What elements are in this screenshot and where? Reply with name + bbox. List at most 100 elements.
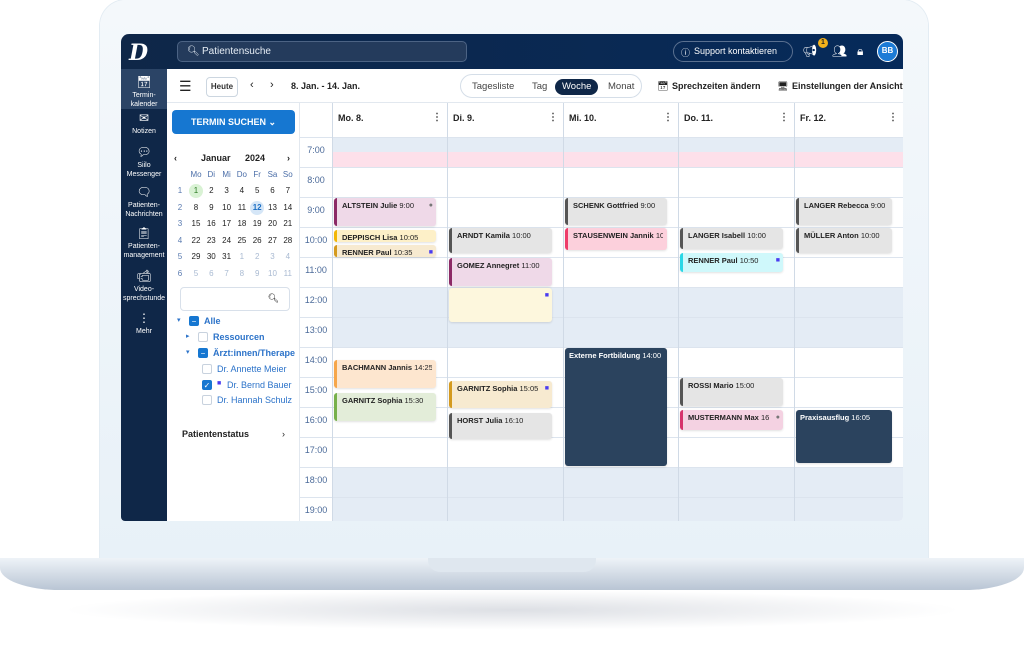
appointment[interactable]: ROSSI Mario 15:00 xyxy=(680,378,783,406)
appointment[interactable]: ARNDT Kamila 10:00 xyxy=(449,228,552,253)
day-cell[interactable]: 11 xyxy=(237,202,247,212)
expand-arrow-icon[interactable]: ▾ xyxy=(177,317,181,324)
day-cell[interactable]: 1 xyxy=(189,184,203,198)
expand-arrow-icon[interactable]: ▾ xyxy=(186,349,190,356)
day-cell[interactable]: 3 xyxy=(224,186,229,195)
day-header[interactable]: Fr. 12. xyxy=(800,113,827,123)
day-cell[interactable]: 12 xyxy=(250,200,265,215)
day-cell[interactable]: 10 xyxy=(268,268,277,278)
tab-monat[interactable]: Monat xyxy=(608,81,635,92)
day-cell[interactable]: 27 xyxy=(268,235,277,245)
day-menu-icon[interactable]: ⋮ xyxy=(888,112,898,123)
appointment[interactable]: GOMEZ Annegret 11:00 xyxy=(449,258,552,286)
day-cell[interactable]: 23 xyxy=(206,235,216,245)
day-cell[interactable]: 20 xyxy=(268,219,277,228)
next-month-button[interactable]: › xyxy=(287,153,290,163)
filter-person[interactable]: Dr. Annette Meier xyxy=(217,364,287,374)
view-settings-button[interactable]: Einstellungen der Ansicht xyxy=(792,81,903,91)
appointment[interactable]: MUSTERMANN Max 16:05 ● xyxy=(680,410,783,430)
filter-person[interactable]: Dr. Hannah Schulz xyxy=(217,395,293,405)
appointment[interactable]: STAUSENWEIN Jannik 10:00 xyxy=(565,228,667,250)
prev-month-button[interactable]: ‹ xyxy=(174,153,177,163)
filter-doctors[interactable]: Ärzt:innen/Therape xyxy=(213,348,296,358)
appointment[interactable]: Praxisausflug 16:05 xyxy=(796,410,892,463)
find-appointment-button[interactable]: TERMIN SUCHEN ⌄ xyxy=(172,110,295,134)
day-cell[interactable]: 8 xyxy=(239,268,245,278)
appointment[interactable]: RENNER Paul 10:50 ■ xyxy=(680,252,783,273)
lock-icon[interactable]: 🔒︎ xyxy=(857,44,864,58)
day-cell[interactable]: 4 xyxy=(285,252,291,261)
avatar[interactable]: BB xyxy=(877,41,898,62)
patient-search-input[interactable]: 🔍︎ Patientensuche xyxy=(177,41,467,62)
day-header[interactable]: Di. 9. xyxy=(453,113,475,123)
prev-week-button[interactable]: ‹ xyxy=(250,79,254,91)
sidebar-item-1[interactable]: ✉︎ Notizen xyxy=(121,107,167,140)
day-cell[interactable]: 11 xyxy=(283,268,292,278)
day-cell[interactable]: 30 xyxy=(206,252,216,261)
checkbox[interactable] xyxy=(202,395,212,405)
appointment[interactable]: DEPPISCH Lisa 10:05 xyxy=(334,230,436,243)
sidebar-item-4[interactable]: 📋︎ Patienten- management xyxy=(121,222,167,264)
today-button[interactable]: Heute xyxy=(206,77,238,97)
day-cell[interactable]: 2 xyxy=(209,186,214,195)
checkbox[interactable] xyxy=(198,332,208,342)
appointment[interactable]: Externe Fortbildung 14:00 xyxy=(565,348,667,466)
day-cell[interactable]: 13 xyxy=(268,202,277,212)
menu-icon[interactable]: ☰ xyxy=(179,78,192,94)
sidebar-item-3[interactable]: 🗨︎ Patienten- Nachrichten xyxy=(121,181,167,223)
appointment[interactable]: HORST Julia 16:10 xyxy=(449,412,552,439)
appointment[interactable]: RENNER Paul 10:35 ■ xyxy=(334,245,436,258)
appointment[interactable]: GARNITZ Sophia 15:30 xyxy=(334,393,436,421)
day-header[interactable]: Do. 11. xyxy=(684,113,714,123)
day-cell[interactable]: 4 xyxy=(239,186,245,195)
appointment[interactable]: ALTSTEIN Julie 9:00 ● xyxy=(334,198,436,226)
day-cell[interactable]: 21 xyxy=(283,219,293,228)
next-week-button[interactable]: › xyxy=(270,79,274,91)
sidebar-item-2[interactable]: 💬︎ Siilo Messenger xyxy=(121,141,167,183)
day-cell[interactable]: 26 xyxy=(252,235,262,245)
tab-tag[interactable]: Tag xyxy=(532,81,548,92)
day-cell[interactable]: 1 xyxy=(239,252,245,261)
checkbox[interactable]: ✓ xyxy=(202,379,212,390)
filter-all[interactable]: Alle xyxy=(204,316,221,326)
checkbox[interactable] xyxy=(202,364,212,374)
tab-woche[interactable]: Woche xyxy=(555,79,599,95)
day-menu-icon[interactable]: ⋮ xyxy=(432,112,442,123)
day-menu-icon[interactable]: ⋮ xyxy=(548,112,558,123)
team-icon[interactable]: 👥︎ xyxy=(832,44,848,58)
checkbox[interactable]: − xyxy=(198,348,208,358)
day-cell[interactable]: 18 xyxy=(237,219,247,228)
filter-resources[interactable]: Ressourcen xyxy=(213,332,265,342)
filter-person[interactable]: Dr. Bernd Bauer xyxy=(227,379,292,390)
office-hours-button[interactable]: Sprechzeiten ändern xyxy=(672,81,761,91)
day-cell[interactable]: 16 xyxy=(206,219,216,228)
appointment[interactable]: SCHENK Gottfried 9:00 xyxy=(565,198,667,225)
appointment[interactable]: MÜLLER Anton 10:00 xyxy=(796,228,892,253)
day-cell[interactable]: 15 xyxy=(191,219,201,228)
day-cell[interactable]: 29 xyxy=(191,252,201,261)
day-cell[interactable]: 6 xyxy=(270,186,275,195)
sidebar-item-6[interactable]: ⋮ Mehr xyxy=(121,307,167,340)
appointment[interactable]: LANGER Rebecca 9:00 xyxy=(796,198,892,225)
appointment[interactable]: ■ xyxy=(449,288,552,322)
megaphone-icon[interactable]: 📢︎ xyxy=(802,44,818,58)
patient-status-section[interactable]: Patientenstatus › xyxy=(182,429,292,441)
day-cell[interactable]: 9 xyxy=(254,268,260,278)
day-cell[interactable]: 24 xyxy=(222,235,232,245)
appointment[interactable]: BACHMANN Jannis 14:25 xyxy=(334,360,436,388)
day-cell[interactable]: 8 xyxy=(193,202,199,212)
day-cell[interactable]: 17 xyxy=(222,219,232,228)
day-cell[interactable]: 3 xyxy=(270,252,275,261)
day-cell[interactable]: 6 xyxy=(209,268,214,278)
day-cell[interactable]: 28 xyxy=(283,235,293,245)
day-cell[interactable]: 19 xyxy=(252,219,262,228)
day-cell[interactable]: 5 xyxy=(254,186,260,195)
day-menu-icon[interactable]: ⋮ xyxy=(779,112,789,123)
day-header[interactable]: Mi. 10. xyxy=(569,113,597,123)
day-cell[interactable]: 7 xyxy=(285,186,291,195)
day-cell[interactable]: 9 xyxy=(209,202,214,212)
day-menu-icon[interactable]: ⋮ xyxy=(663,112,673,123)
day-cell[interactable]: 2 xyxy=(254,252,260,261)
expand-arrow-icon[interactable]: ▸ xyxy=(186,333,190,340)
day-cell[interactable]: 5 xyxy=(193,268,199,278)
